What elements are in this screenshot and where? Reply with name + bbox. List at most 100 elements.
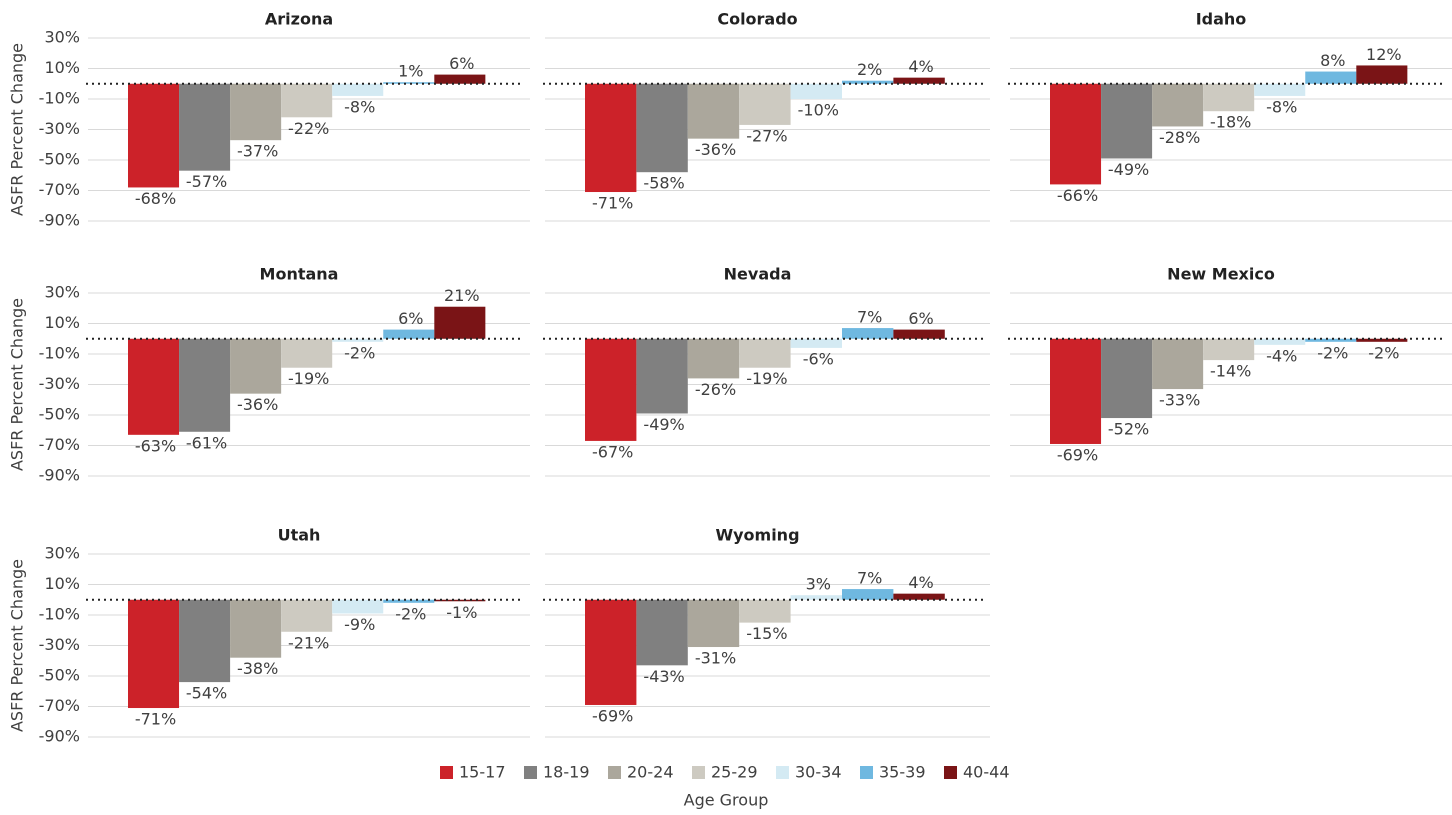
bar	[585, 83, 637, 193]
bar	[1254, 83, 1306, 96]
value-label: -14%	[1210, 362, 1251, 381]
legend-label: 20-24	[627, 763, 674, 782]
y-tick-label: -30%	[39, 119, 80, 138]
legend-swatch	[860, 766, 873, 779]
y-axis-label: ASFR Percent Change	[8, 43, 27, 216]
bar	[1203, 338, 1255, 361]
value-label: 7%	[857, 569, 882, 588]
bar	[230, 599, 282, 658]
value-label: -69%	[1057, 445, 1098, 464]
legend-swatch	[944, 766, 957, 779]
bar	[1203, 83, 1255, 112]
bar	[281, 83, 333, 118]
y-tick-label: -90%	[39, 466, 80, 485]
value-label: -4%	[1266, 346, 1297, 365]
value-label: -2%	[344, 343, 375, 362]
bar	[585, 599, 637, 705]
bar	[332, 338, 384, 342]
bar	[841, 80, 894, 84]
bar	[1356, 65, 1408, 84]
bar	[1305, 338, 1357, 342]
bar	[1356, 338, 1408, 342]
value-label: -1%	[446, 603, 477, 622]
legend-swatch	[440, 766, 453, 779]
value-label: -67%	[592, 442, 633, 461]
bar	[332, 83, 384, 96]
value-label: -31%	[695, 649, 736, 668]
legend-label: 25-29	[711, 763, 758, 782]
panel-title: Colorado	[717, 10, 797, 29]
bar	[687, 83, 740, 139]
bar	[893, 593, 945, 600]
bar	[1050, 338, 1102, 444]
legend-swatch	[776, 766, 789, 779]
panel-title: Arizona	[265, 10, 333, 29]
bar	[636, 83, 688, 173]
value-label: -19%	[288, 369, 329, 388]
legend-swatch	[608, 766, 621, 779]
value-label: -58%	[643, 174, 684, 193]
value-label: -33%	[1159, 391, 1200, 410]
legend-swatch	[692, 766, 705, 779]
bar	[893, 329, 945, 339]
bar	[128, 599, 180, 709]
y-tick-label: -90%	[39, 727, 80, 746]
bar	[841, 589, 894, 600]
value-label: -49%	[643, 415, 684, 434]
value-label: -52%	[1108, 420, 1149, 439]
panel-title: Utah	[278, 526, 321, 545]
value-label: -36%	[695, 140, 736, 159]
bar	[1305, 71, 1357, 84]
bar	[636, 338, 688, 414]
y-tick-label: -50%	[39, 150, 80, 169]
panel-title: Wyoming	[715, 526, 799, 545]
value-label: 6%	[449, 54, 474, 73]
bar	[1101, 83, 1153, 159]
bar	[790, 338, 842, 348]
bar	[790, 595, 842, 600]
value-label: -63%	[135, 436, 176, 455]
value-label: -66%	[1057, 186, 1098, 205]
value-label: -18%	[1210, 113, 1251, 132]
value-label: 4%	[908, 57, 933, 76]
legend-label: 15-17	[459, 763, 506, 782]
value-label: -49%	[1108, 160, 1149, 179]
y-tick-label: 30%	[44, 28, 80, 47]
value-label: -27%	[746, 126, 787, 145]
bar	[739, 338, 791, 368]
value-label: 8%	[1320, 51, 1345, 70]
bar	[434, 306, 486, 339]
bar	[687, 338, 740, 379]
bar	[585, 338, 637, 441]
bar	[636, 599, 688, 666]
value-label: -10%	[798, 101, 839, 120]
value-label: -6%	[803, 349, 834, 368]
bar	[128, 83, 180, 188]
y-tick-label: -70%	[39, 696, 80, 715]
value-label: 6%	[398, 309, 423, 328]
value-label: -36%	[237, 395, 278, 414]
x-axis-label: Age Group	[684, 791, 769, 810]
bar	[1101, 338, 1153, 419]
value-label: -37%	[237, 142, 278, 161]
legend-label: 18-19	[543, 763, 590, 782]
y-tick-label: -30%	[39, 635, 80, 654]
panel-title: Nevada	[724, 265, 792, 284]
bar	[739, 83, 791, 125]
bar	[230, 338, 282, 394]
value-label: -71%	[592, 194, 633, 213]
legend-swatch	[524, 766, 537, 779]
value-label: 6%	[908, 309, 933, 328]
value-label: 21%	[444, 286, 480, 305]
bar	[179, 83, 231, 171]
value-label: 1%	[398, 62, 423, 81]
panel-title: Idaho	[1196, 10, 1247, 29]
legend-label: 35-39	[879, 763, 926, 782]
value-label: -26%	[695, 380, 736, 399]
value-label: -8%	[1266, 97, 1297, 116]
value-label: -15%	[746, 624, 787, 643]
value-label: -71%	[135, 710, 176, 729]
value-label: -38%	[237, 659, 278, 678]
value-label: 2%	[857, 60, 882, 79]
